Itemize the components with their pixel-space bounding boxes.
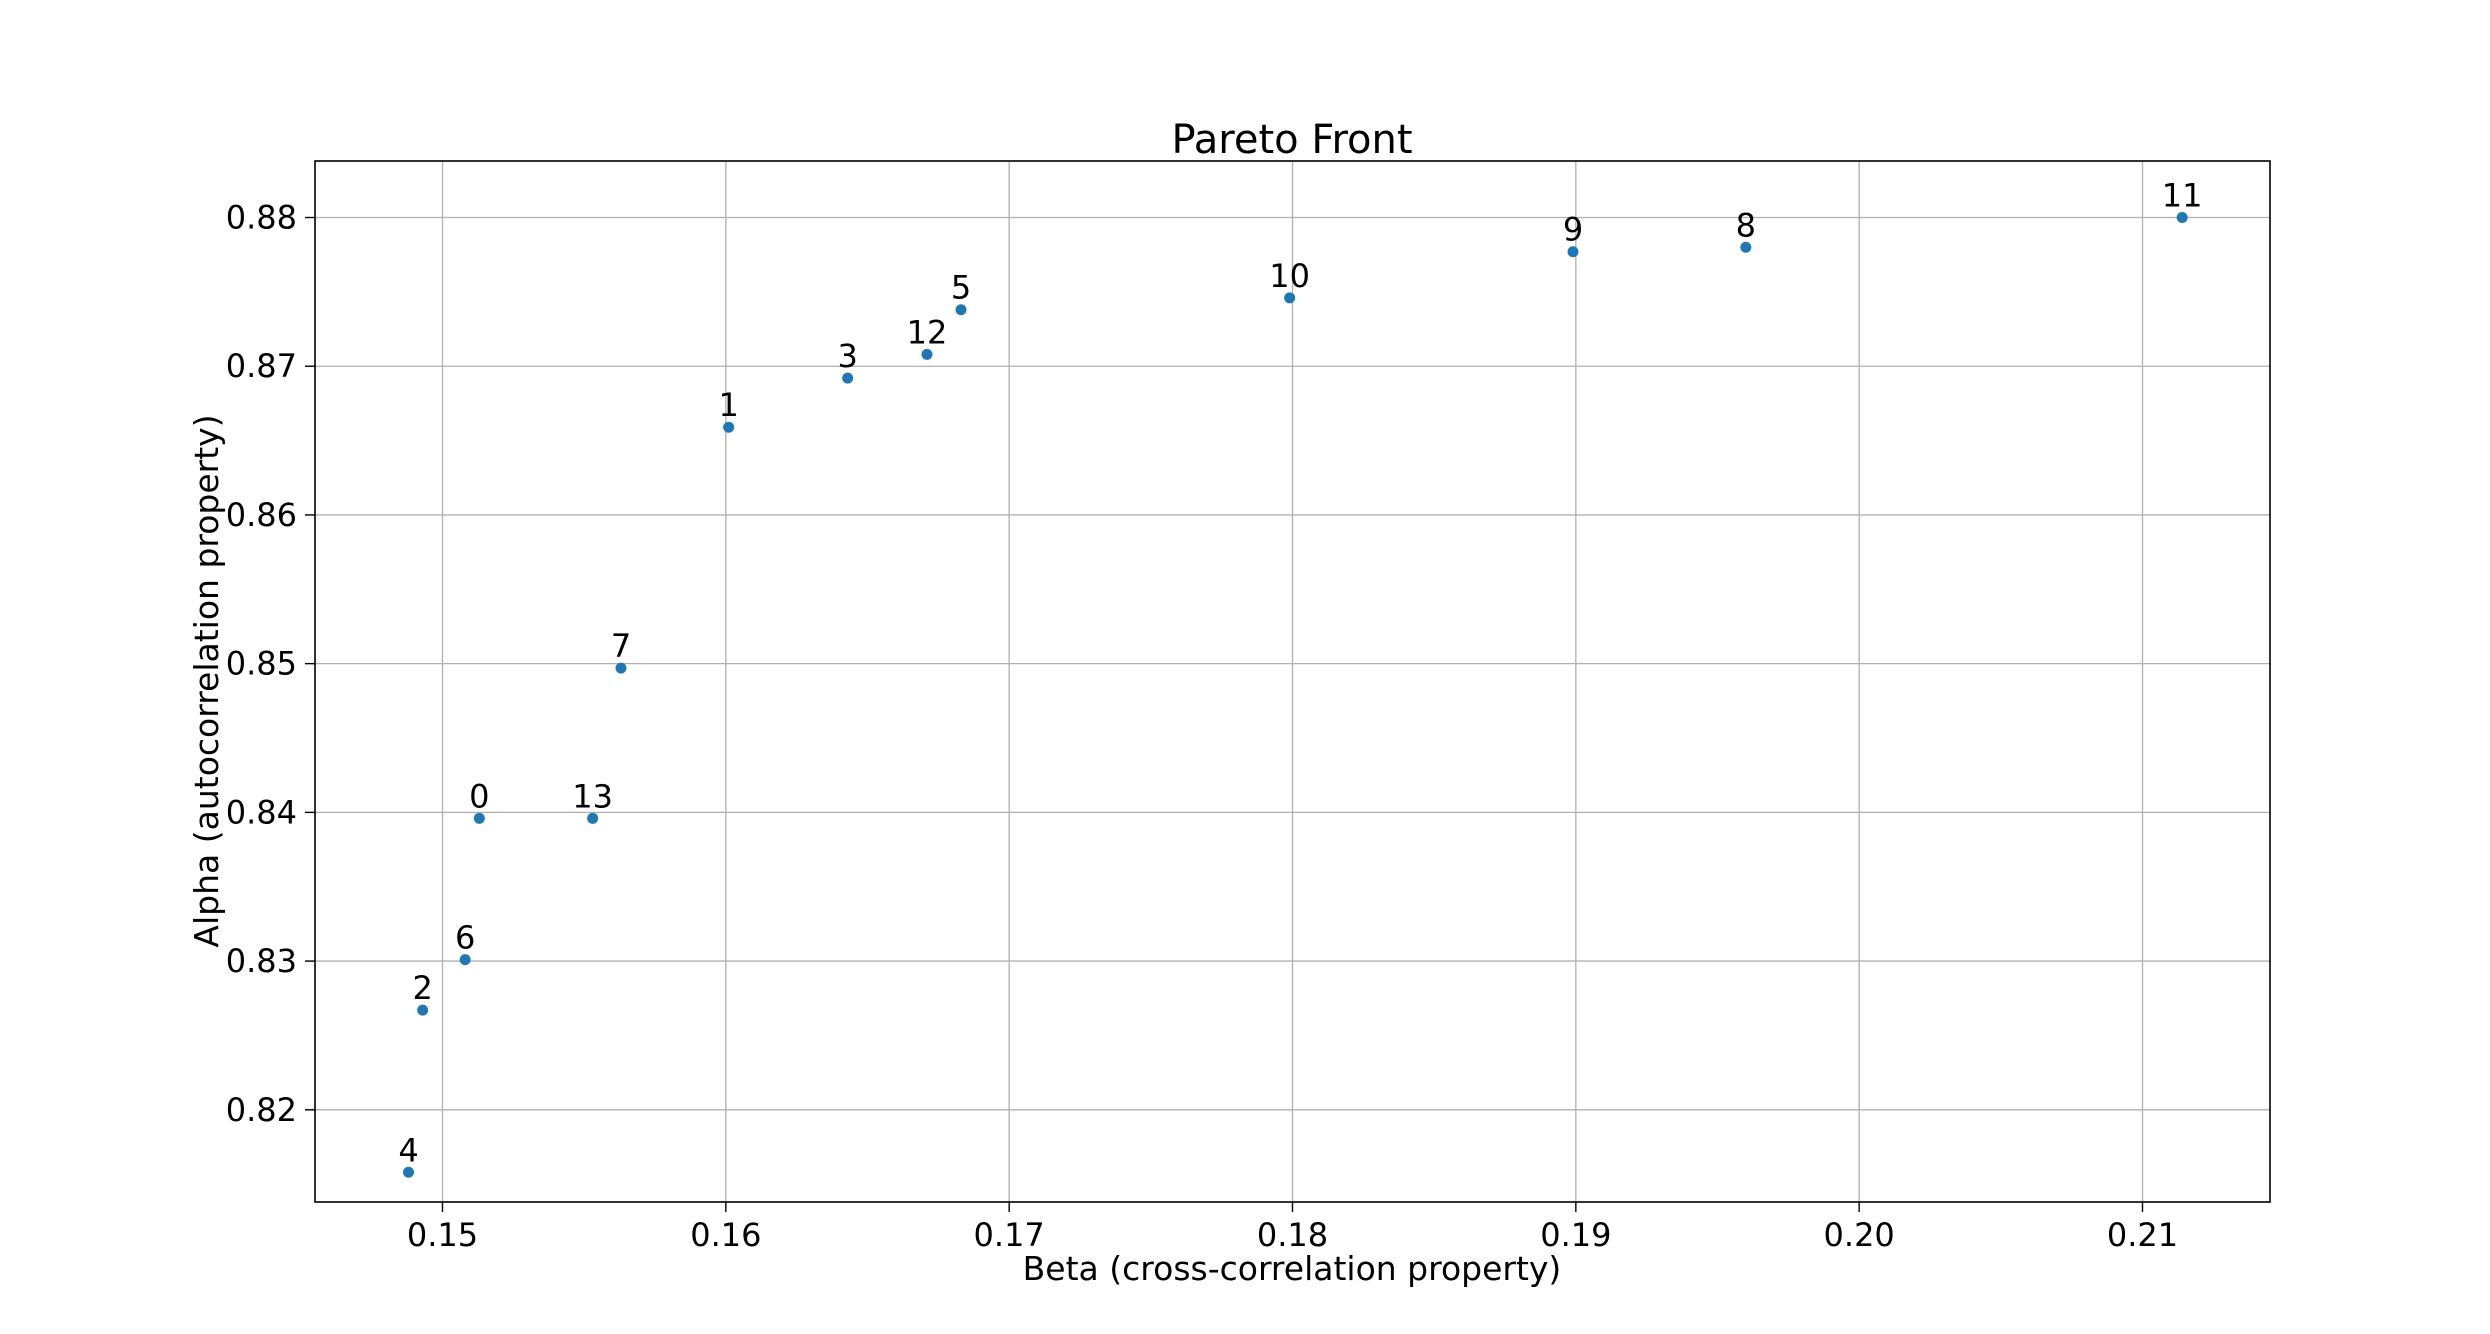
x-tick-label: 0.20 <box>1824 1216 1895 1254</box>
data-point-label: 12 <box>907 313 948 351</box>
data-point <box>1740 241 1752 253</box>
x-tick-label: 0.16 <box>690 1216 761 1254</box>
data-point <box>417 1004 429 1016</box>
data-point-label: 8 <box>1736 206 1756 244</box>
y-axis-label: Alpha (autocorrelation property) <box>187 414 226 947</box>
data-point <box>723 421 735 433</box>
data-point <box>842 372 854 384</box>
data-point-label: 7 <box>611 627 631 665</box>
y-tick-label: 0.83 <box>226 942 297 980</box>
data-point-label: 10 <box>1269 257 1310 295</box>
data-point <box>955 304 967 316</box>
x-tick-label: 0.21 <box>2107 1216 2178 1254</box>
y-tick-label: 0.86 <box>226 496 297 534</box>
x-tick-label: 0.17 <box>974 1216 1045 1254</box>
axis-ticks: 0.15 0.16 0.17 0.18 0.19 0.20 0.21 0.82 0.83 0.84… <box>226 199 2178 1254</box>
data-point-label: 1 <box>718 386 738 424</box>
data-point-label: 4 <box>398 1131 418 1169</box>
x-tick-label: 0.15 <box>407 1216 478 1254</box>
data-point-label: 9 <box>1563 211 1583 249</box>
data-point-label: 13 <box>572 777 613 815</box>
y-tick-label: 0.84 <box>226 793 297 831</box>
data-point-label: 3 <box>837 337 857 375</box>
data-point <box>473 812 485 824</box>
data-point <box>2176 212 2188 224</box>
data-point <box>1284 292 1296 304</box>
data-point-label: 0 <box>469 777 489 815</box>
y-tick-label: 0.85 <box>226 645 297 683</box>
grid <box>315 161 2270 1202</box>
x-axis-label: Beta (cross-correlation property) <box>1023 1249 1562 1288</box>
x-tick-label: 0.18 <box>1257 1216 1328 1254</box>
data-point <box>587 812 599 824</box>
y-tick-label: 0.87 <box>226 347 297 385</box>
chart-title: Pareto Front <box>1171 117 1412 163</box>
data-point-label: 2 <box>412 969 432 1007</box>
data-point <box>921 348 933 360</box>
y-tick-label: 0.88 <box>226 199 297 237</box>
data-point <box>1567 246 1579 258</box>
x-tick-label: 0.19 <box>1540 1216 1611 1254</box>
y-tick-label: 0.82 <box>226 1091 297 1129</box>
data-point-label: 5 <box>951 269 971 307</box>
data-point <box>459 954 471 966</box>
data-point-label: 11 <box>2162 177 2203 215</box>
data-point <box>403 1166 414 1178</box>
data-point <box>615 662 627 674</box>
data-point-label: 6 <box>455 919 475 957</box>
